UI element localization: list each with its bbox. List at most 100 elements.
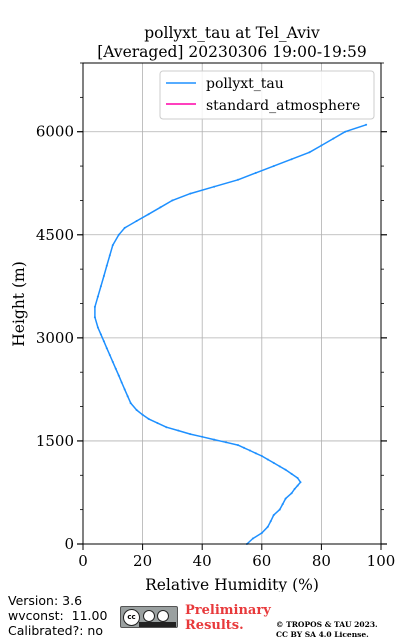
data-point [296,477,299,479]
data-point [126,395,129,398]
data-point [284,468,287,471]
version-text: Version: 3.6 [8,593,83,608]
series-layer [93,123,368,545]
data-point [141,413,144,416]
preliminary-results-text: Preliminary Results. [185,603,271,633]
legend-box [159,70,375,120]
axis-ticks: 0 20 40 60 80 100 0 1500 3000 4500 6000 [36,62,396,570]
data-point [123,226,126,229]
data-point [171,199,174,202]
data-point [93,305,96,308]
x-tick-label: 0 [78,552,88,570]
data-point [290,492,293,495]
chart-subtitle: [Averaged] 20230306 19:00-19:59 [97,43,367,61]
license-strip [139,622,176,627]
data-point [254,171,257,174]
data-point [108,354,111,356]
y-tick-label: 3000 [36,329,74,347]
by-icon [143,610,155,622]
chart: pollyxt_tau at Tel_Aviv [Averaged] 20230… [10,24,396,592]
data-point [290,158,293,161]
data-point [248,449,251,452]
data-point [111,244,114,247]
creative-commons-by-sa-icon: cc [120,606,178,628]
data-point [117,233,120,236]
data-point [237,444,239,447]
data-point [102,275,105,277]
footer-info: Version: 3.6 wvconst: 11.00 Calibrated?:… [8,593,107,638]
preliminary-line-1: Preliminary [185,603,271,618]
x-tick-label: 20 [133,552,152,570]
data-point [159,206,162,209]
data-point [156,422,159,425]
data-point [102,340,105,343]
x-tick-label: 60 [252,552,271,570]
data-point [213,438,216,441]
data-point [237,178,239,181]
data-point [290,472,293,475]
data-point [123,388,126,391]
data-point [365,123,368,126]
data-point [135,409,138,411]
cc-icon: cc [123,609,140,626]
y-tick-label: 6000 [36,123,74,141]
x-tick-label: 80 [312,552,331,570]
data-point [225,441,227,444]
data-point [147,213,150,216]
data-point [308,151,311,154]
data-point [201,435,204,438]
x-tick-label: 40 [193,552,212,570]
data-point [189,192,192,195]
copyright-notice: © TROPOS & TAU 2023. CC BY SA 4.0 Licens… [276,620,378,639]
copyright-line-1: © TROPOS & TAU 2023. [276,620,378,629]
data-point [108,254,111,257]
data-point [117,374,120,377]
legend-label-standard-atmosphere: standard_atmosphere [206,98,360,114]
data-point [165,426,168,429]
data-point [299,481,302,484]
data-point [266,525,269,528]
data-point [272,165,275,168]
legend: pollyxt_tau standard_atmosphere [159,70,375,120]
plot-frame [82,62,382,545]
data-point [147,417,150,420]
sa-icon [157,610,169,622]
data-point [278,465,281,468]
preliminary-line-2: Results. [185,618,244,633]
copyright-line-2: CC BY SA 4.0 License. [276,629,369,639]
data-point [93,316,96,319]
data-point [96,295,99,298]
data-point [99,285,102,288]
y-tick-label: 0 [64,535,74,553]
data-point [105,264,108,267]
legend-label-pollyxt-tau: pollyxt_tau [206,76,284,92]
data-point [135,220,138,222]
data-point [213,185,216,188]
y-tick-label: 1500 [36,432,74,450]
data-point [272,514,275,517]
data-point [114,367,117,370]
data-point [281,503,284,506]
data-point [177,429,180,432]
data-point [129,402,132,405]
data-point [266,458,269,461]
data-point [254,452,257,455]
chart-title: pollyxt_tau at Tel_Aviv [144,24,320,42]
data-point [260,532,263,534]
data-point [105,347,108,350]
data-point [242,446,245,449]
data-point [99,333,102,336]
calibrated-text: Calibrated?: no [8,623,103,638]
data-point [272,461,275,464]
data-point [320,144,323,147]
data-point [96,326,99,329]
plot-area [83,63,381,544]
data-point [111,360,114,363]
data-point [296,484,299,487]
data-point [284,497,287,500]
data-point [344,130,347,133]
x-tick-label: 100 [367,552,396,570]
data-point [278,508,281,511]
y-axis-label: Height (m) [10,261,28,347]
data-point [251,537,254,540]
